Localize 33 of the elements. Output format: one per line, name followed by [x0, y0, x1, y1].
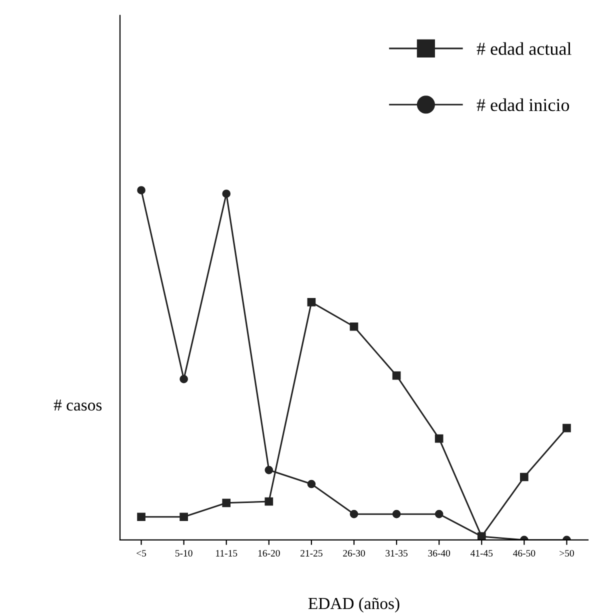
x-tick-label: 31-35 — [386, 550, 408, 557]
point — [137, 512, 146, 522]
x-tick-label: 21-25 — [300, 550, 322, 557]
point — [350, 510, 358, 518]
x-tick-label: 46-50 — [513, 550, 536, 557]
point — [392, 371, 401, 380]
point — [264, 466, 274, 474]
legend-label: # edad inicio — [476, 98, 570, 112]
point — [307, 480, 316, 488]
point — [434, 434, 444, 443]
point — [180, 512, 188, 522]
x-axis-title: EDAD (años) — [308, 597, 400, 613]
point — [350, 322, 358, 331]
point — [222, 498, 231, 508]
x-tick-label: 26-30 — [343, 550, 365, 557]
point — [180, 374, 188, 384]
point — [562, 424, 571, 432]
x-tick-label: <5 — [136, 550, 146, 557]
legend-label: # edad actual — [476, 42, 572, 55]
x-tick-label: 36-40 — [428, 550, 450, 557]
point — [264, 497, 274, 506]
y-axis-title: # casos — [54, 400, 102, 411]
point — [392, 510, 401, 518]
x-tick-label: 41-45 — [470, 550, 493, 557]
x-tick-label: >50 — [560, 550, 574, 557]
x-tick-label: 16-20 — [258, 550, 280, 557]
x-tick-label: 11-15 — [216, 550, 238, 557]
point — [307, 298, 316, 306]
point — [137, 186, 146, 194]
point — [222, 190, 231, 198]
point — [434, 510, 444, 518]
x-tick-label: 5-10 — [175, 550, 192, 557]
point — [520, 472, 528, 482]
